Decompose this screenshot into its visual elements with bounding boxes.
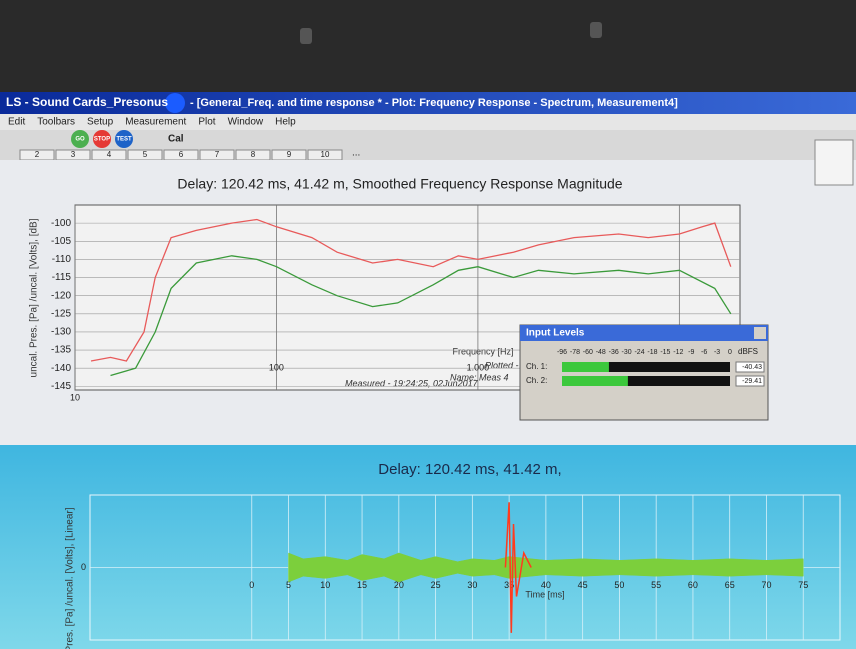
x-tick-label: 10 [70,392,80,402]
x-tick-label: 1.000 [467,362,490,372]
scale-label: -48 [596,349,606,356]
tab-label: 6 [179,150,184,159]
y-tick-label: -100 [51,218,71,229]
y-tick-label: -145 [51,381,71,392]
page: { "window": {"app": "LS - Sound Cards_Pr… [0,0,856,649]
y-tick-label: -120 [51,290,71,301]
scale-label: -9 [688,349,694,356]
x-tick-label: 0 [249,580,254,590]
scale-label: 0 [728,349,732,356]
menu-item[interactable]: Measurement [125,117,186,128]
channel-label: Ch. 1: [526,362,547,371]
scale-label: -12 [673,349,683,356]
x-tick-label: 25 [431,580,441,590]
dialog-title: Input Levels [526,328,585,339]
scale-label: -60 [583,349,593,356]
legend-box [815,140,853,185]
y-axis-label: uncal. Pres. [Pa] /uncal. [Volts], [dB] [29,218,40,377]
scale-label: -3 [714,349,720,356]
scale-label: -36 [609,349,619,356]
tab-more[interactable]: ... [352,148,360,159]
cal-button[interactable]: Cal [168,134,184,145]
scale-label: -6 [701,349,707,356]
y-axis-label: Pres. [Pa] /uncal. [Volts], [Linear] [65,507,76,649]
tab-label: 2 [35,150,40,159]
bezel [0,0,856,92]
scale-label: -96 [557,349,567,356]
meas-name: Name: Meas 4 [450,372,509,382]
menu: Edit Toolbars Setup Measurement Plot Window He… [8,117,296,128]
y-tick-label: -125 [51,308,71,319]
y-tick-label: -130 [51,327,71,338]
y-tick-label: 0 [81,562,86,572]
tool-label: TEST [116,137,132,143]
plot-title: Delay: 120.42 ms, 41.42 m, Smoothed Freq… [177,176,622,192]
readout: -29.41 [742,378,762,385]
menu-item[interactable]: Edit [8,117,25,128]
menu-item[interactable]: Window [228,117,264,128]
tool-label: GO [75,137,85,143]
channel-label: Ch. 2: [526,376,547,385]
input-levels-dialog: Input Levels dBFS [520,325,768,420]
meter-level [562,376,628,386]
y-tick-label: -115 [52,272,72,283]
x-tick-label: 55 [651,580,661,590]
menu-item[interactable]: Toolbars [37,117,75,128]
y-tick-label: -135 [51,345,71,356]
tab-label: 8 [251,150,256,159]
scale-label: -18 [647,349,657,356]
scale-label: -24 [634,349,644,356]
plot-title: Delay: 120.42 ms, 41.42 m, [378,461,561,478]
x-axis-label: Time [ms] [525,589,564,599]
menu-item[interactable]: Plot [198,117,215,128]
readout: -40.43 [742,364,762,371]
tab-label: 10 [321,150,330,159]
x-tick-label: 65 [725,580,735,590]
y-tick-label: -110 [52,254,72,265]
tab-label: 3 [71,150,76,159]
hinge [300,28,312,44]
x-tick-label: 30 [467,580,477,590]
tab-label: 4 [107,150,112,159]
unit: dBFS [738,347,758,356]
scale-label: -78 [570,349,580,356]
scale-label: -30 [622,349,632,356]
menu-item[interactable]: Help [275,117,296,128]
x-tick-label: 100 [269,362,284,372]
x-tick-label: 15 [357,580,367,590]
hinge [590,22,602,38]
tool-label: STOP [94,137,110,143]
window-title: - [General_Freq. and time response * - P… [190,97,678,109]
x-tick-label: 40 [541,580,551,590]
x-axis-label: Frequency [Hz] [452,346,513,356]
y-tick-label: -105 [51,236,71,247]
screen: LS - Sound Cards_Presonus - [General_Fre… [0,0,856,649]
close-button[interactable] [754,327,766,339]
x-tick-label: 45 [578,580,588,590]
tab-label: 7 [215,150,220,159]
x-tick-label: 60 [688,580,698,590]
tab-label: 5 [143,150,148,159]
tab-label: 9 [287,150,292,159]
x-tick-label: 70 [761,580,771,590]
scale-label: -15 [660,349,670,356]
app-name: LS - Sound Cards_Presonus [6,95,168,109]
meter-level [562,362,609,372]
menu-item[interactable]: Setup [87,117,114,128]
x-tick-label: 75 [798,580,808,590]
y-tick-label: -140 [51,363,71,374]
x-tick-label: 10 [320,580,330,590]
x-tick-label: 50 [614,580,624,590]
